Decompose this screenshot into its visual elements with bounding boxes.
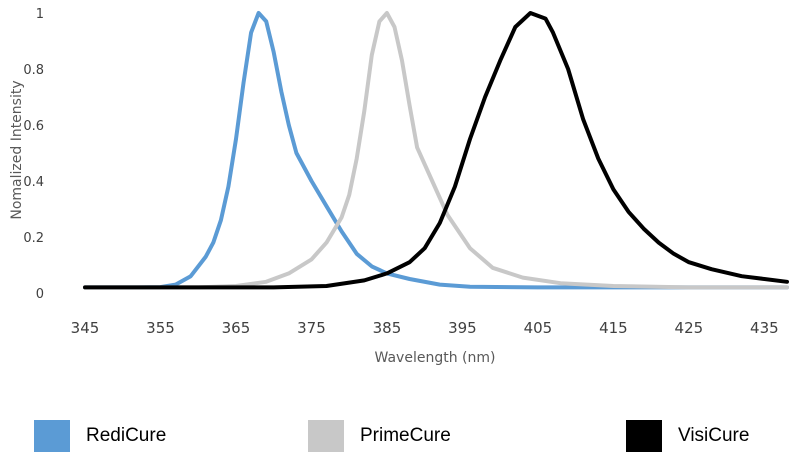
- legend-label-visicure: VisiCure: [678, 425, 750, 446]
- legend-swatch-visicure: [626, 420, 662, 452]
- legend: RediCure PrimeCure VisiCure: [0, 420, 789, 456]
- y-tick-label: 0.4: [23, 175, 44, 190]
- legend-item-primecure: PrimeCure: [308, 420, 451, 452]
- y-tick-label: 0.2: [23, 231, 44, 246]
- x-tick-label: 375: [297, 319, 326, 337]
- y-tick-label: 0.8: [23, 63, 44, 78]
- x-tick-label: 365: [222, 319, 251, 337]
- legend-label-redicure: RediCure: [86, 425, 167, 446]
- y-axis-ticks: 0 0.2 0.4 0.6 0.8 1: [23, 7, 44, 302]
- x-tick-label: 425: [675, 319, 704, 337]
- y-axis-label: Nomalized Intensity: [9, 80, 25, 219]
- y-tick-label: 1: [36, 7, 44, 22]
- y-tick-label: 0.6: [23, 119, 44, 134]
- series-line-visicure: [83, 11, 789, 290]
- legend-label-primecure: PrimeCure: [360, 425, 451, 446]
- legend-item-redicure: RediCure: [34, 420, 166, 452]
- legend-item-visicure: VisiCure: [626, 420, 749, 452]
- y-tick-label: 0: [36, 287, 44, 302]
- legend-swatch-primecure: [308, 420, 344, 452]
- x-tick-label: 355: [146, 319, 175, 337]
- x-tick-label: 345: [71, 319, 100, 337]
- x-tick-label: 415: [599, 319, 628, 337]
- series-line-redicure: [83, 11, 789, 290]
- line-chart: 0 0.2 0.4 0.6 0.8 1 345 355 365 375 385 395 405 415 4…: [9, 7, 789, 366]
- x-tick-label: 435: [750, 319, 779, 337]
- series-lines: [83, 11, 789, 290]
- legend-swatch-redicure: [34, 420, 70, 452]
- x-axis-label: Wavelength (nm): [375, 350, 496, 366]
- x-tick-label: 395: [448, 319, 477, 337]
- series-line-primecure: [83, 11, 789, 290]
- x-tick-label: 405: [524, 319, 553, 337]
- x-axis-ticks: 345 355 365 375 385 395 405 415 425 435: [71, 319, 779, 337]
- x-tick-label: 385: [373, 319, 402, 337]
